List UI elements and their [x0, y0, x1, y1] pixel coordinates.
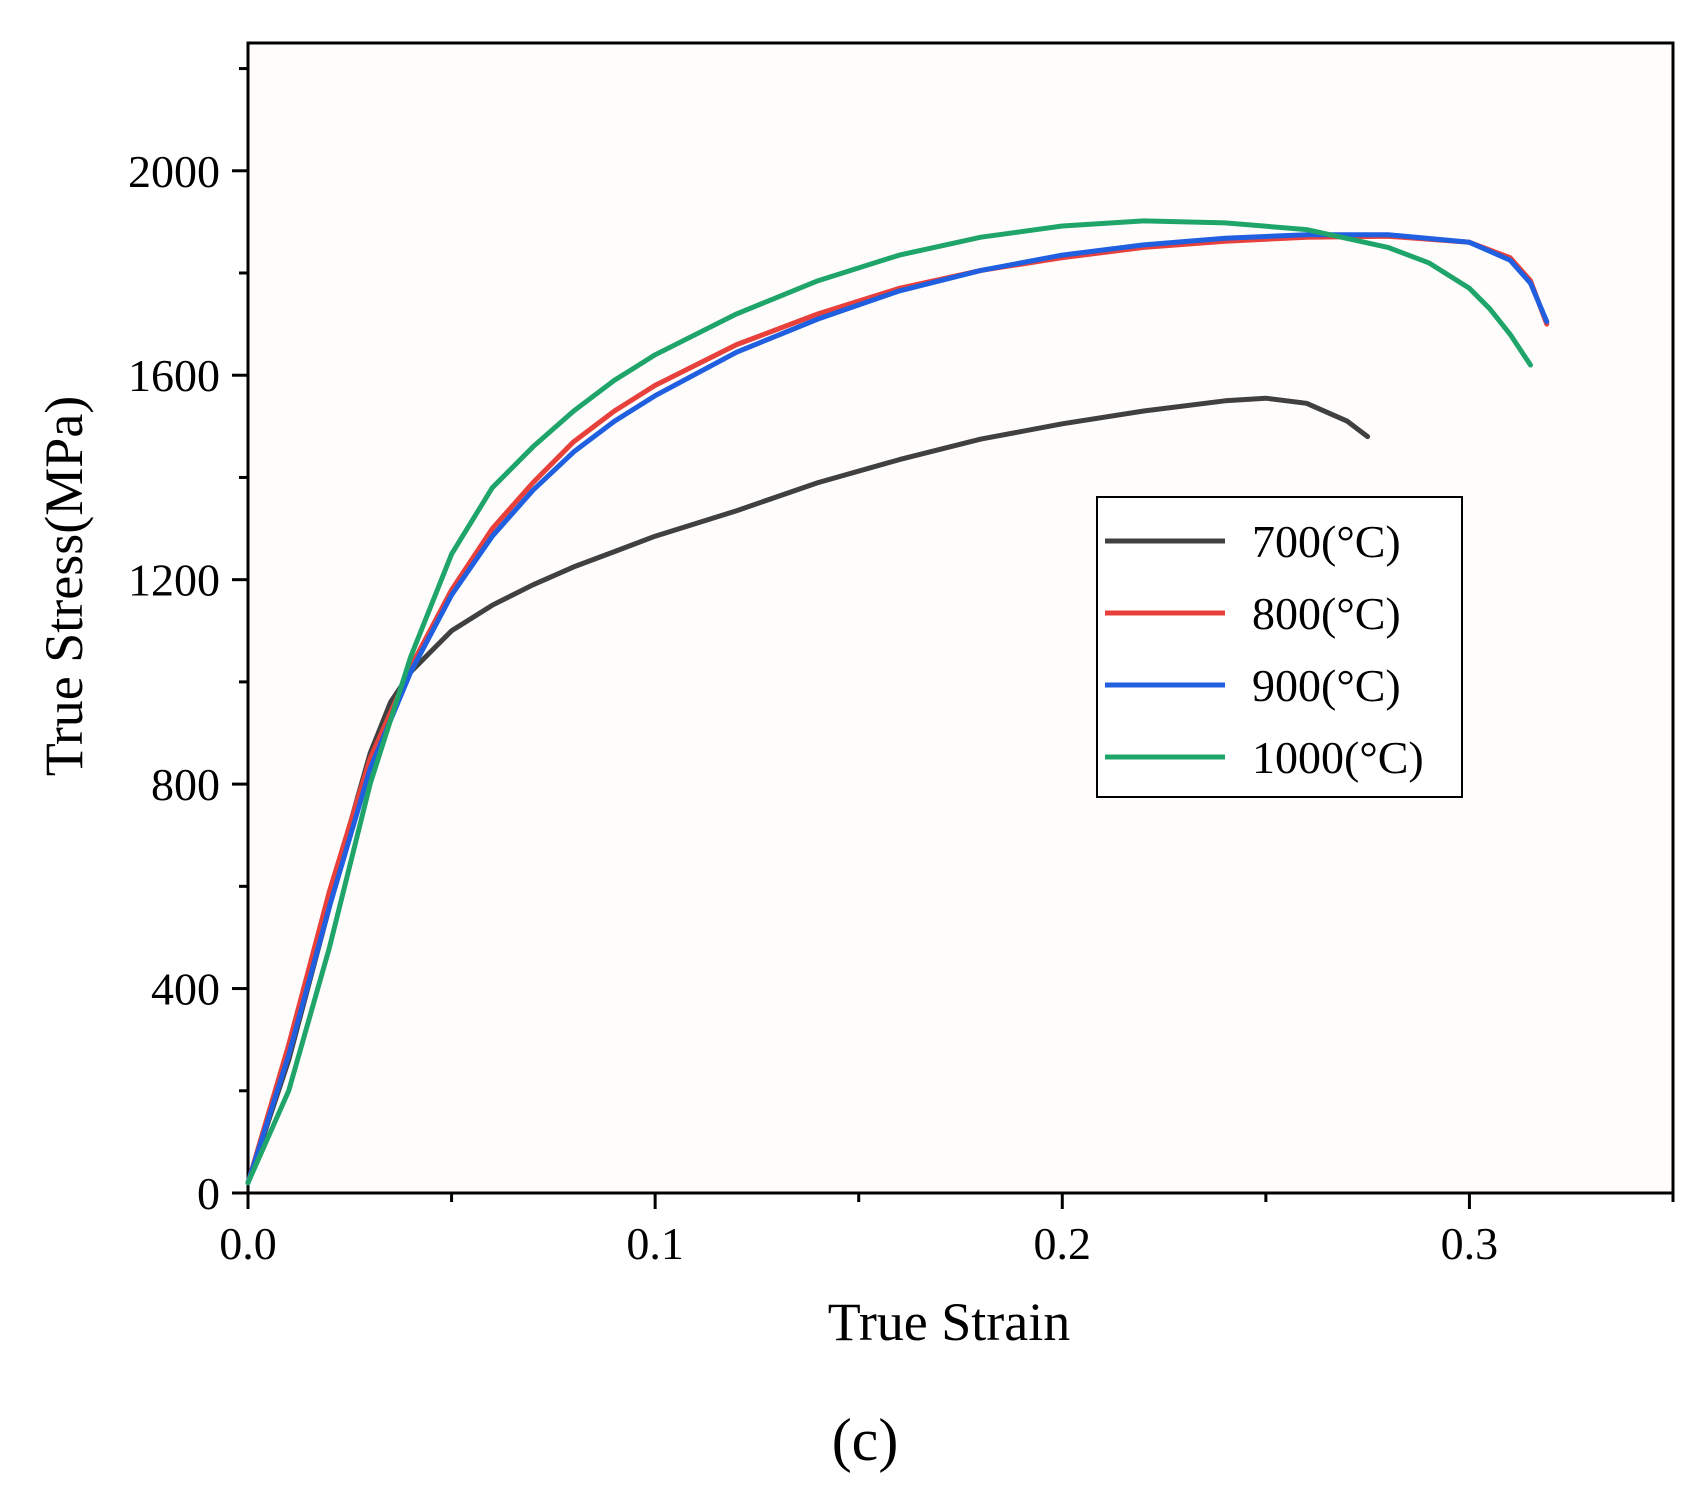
series-lines: [245, 218, 1550, 1186]
legend-items: 700(°C) 800(°C) 900(°C) 1000(°C): [1105, 516, 1424, 783]
x-tick-label: 0.1: [626, 1218, 684, 1269]
y-tick-label: 1600: [128, 350, 220, 401]
legend-label-2: 800(°C): [1252, 588, 1401, 639]
y-tick-label: 800: [151, 759, 220, 810]
y-tick-label: 2000: [128, 146, 220, 197]
x-tick-label: 0.0: [219, 1218, 277, 1269]
axes: 0.0 0.1 0.2 0.3 0 400 800 1200 1600 2000: [128, 67, 1675, 1269]
legend-label-4: 1000(°C): [1252, 732, 1424, 783]
y-tick-label: 1200: [128, 555, 220, 606]
legend-label-3: 900(°C): [1252, 660, 1401, 711]
series-line-4: [245, 218, 1533, 1186]
legend-label-1: 700(°C): [1252, 516, 1401, 567]
x-tick-label: 0.3: [1441, 1218, 1499, 1269]
series-line-3: [245, 232, 1550, 1186]
legend-box: [1096, 496, 1463, 798]
x-tick-label: 0.2: [1034, 1218, 1092, 1269]
legend: 700(°C) 800(°C) 900(°C) 1000(°C): [1096, 496, 1463, 798]
y-tick-label: 0: [197, 1168, 220, 1219]
x-axis-title: True Strain: [828, 1292, 1071, 1352]
panel-label: (c): [832, 1407, 899, 1473]
y-axis-title: True Stress(MPa): [34, 396, 94, 777]
y-tick-label: 400: [151, 964, 220, 1015]
